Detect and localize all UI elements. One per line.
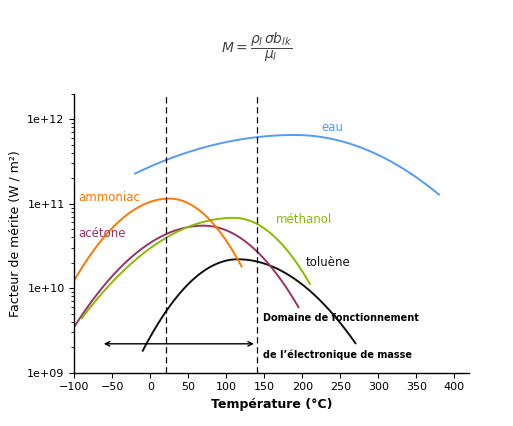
Y-axis label: Facteur de mérite (W / m²): Facteur de mérite (W / m²) [9, 150, 22, 317]
Text: $M = \dfrac{\rho_l\,\sigma b_{lk}}{\mu_l}$: $M = \dfrac{\rho_l\,\sigma b_{lk}}{\mu_l… [221, 30, 292, 63]
Text: toluène: toluène [306, 256, 351, 269]
Text: ammoniac: ammoniac [78, 190, 140, 204]
Text: Domaine de fonctionnement: Domaine de fonctionnement [263, 314, 419, 323]
Text: acétone: acétone [78, 227, 126, 239]
Text: eau: eau [321, 121, 343, 134]
Text: de l’électronique de masse: de l’électronique de masse [263, 349, 412, 360]
Text: méthanol: méthanol [275, 213, 332, 226]
X-axis label: Température (°C): Température (°C) [211, 398, 332, 411]
